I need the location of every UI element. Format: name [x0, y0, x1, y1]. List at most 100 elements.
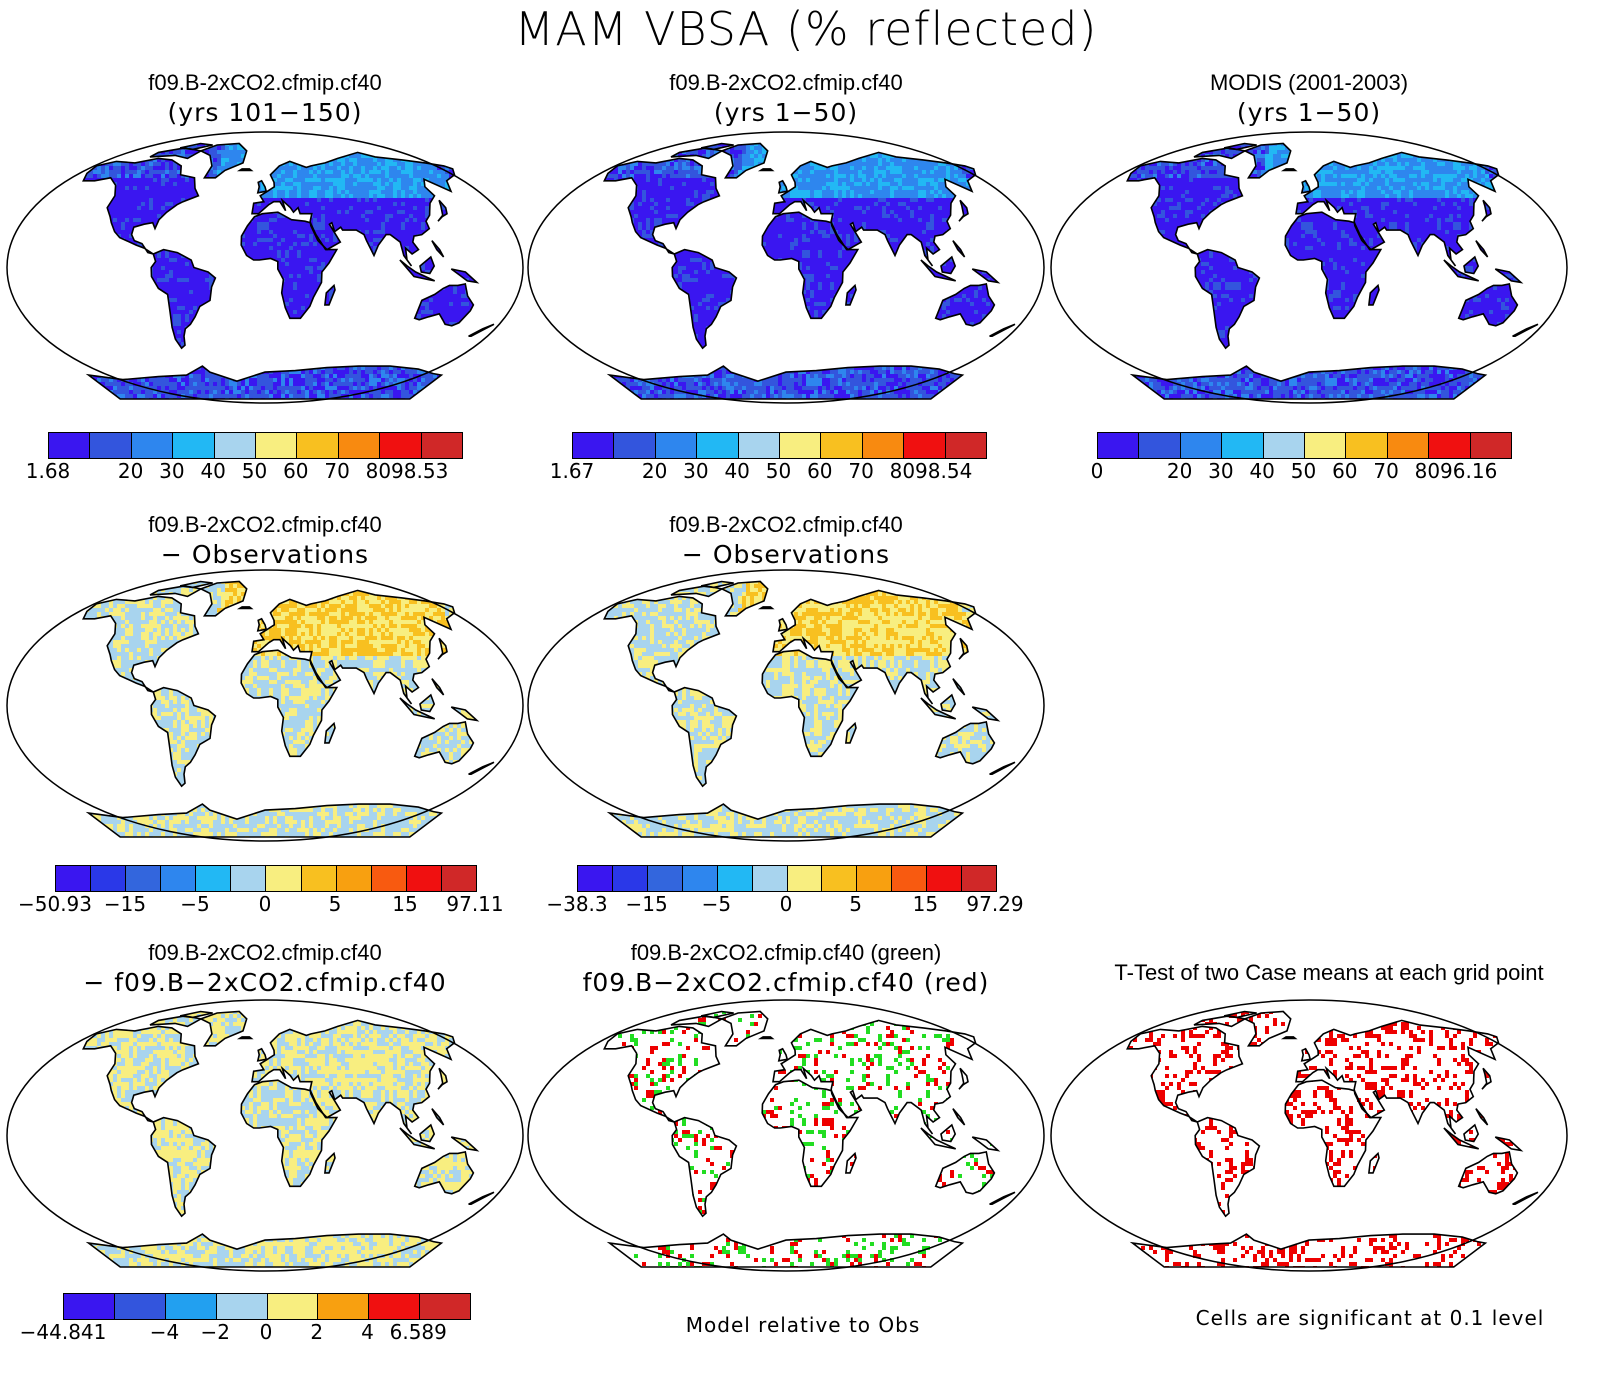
coastline	[671, 1116, 738, 1218]
coastline	[85, 365, 444, 400]
colorbar-swatch	[787, 866, 823, 891]
coastline	[1512, 323, 1539, 337]
coastline	[757, 1036, 775, 1040]
colorbar-swatch	[904, 433, 946, 458]
colorbar-swatch	[318, 1294, 370, 1319]
coastline	[450, 706, 480, 722]
coastline	[85, 1233, 444, 1268]
coastline	[971, 706, 1001, 722]
footer-ttest: Cells are significant at 0.1 level	[1160, 1306, 1580, 1330]
coastline	[777, 1047, 789, 1062]
coastline	[198, 1010, 248, 1047]
coastline	[1512, 1191, 1539, 1205]
coastline	[940, 693, 957, 713]
coastline	[437, 637, 448, 660]
coastline	[82, 1025, 200, 1123]
coastline	[1194, 248, 1261, 350]
colorbar-swatch	[131, 433, 174, 458]
coastline	[670, 585, 725, 598]
map-border	[1050, 131, 1568, 404]
coastline	[450, 1136, 480, 1152]
land-field	[83, 581, 494, 837]
coastline	[958, 637, 969, 660]
coastline	[603, 1025, 721, 1123]
coastline	[1126, 1025, 1244, 1123]
coastline	[179, 580, 213, 589]
colorbar-swatch	[231, 866, 267, 891]
panel-title-line2: (yrs 1−50)	[1049, 98, 1569, 127]
coastline	[179, 142, 213, 151]
coastline	[606, 1233, 965, 1268]
coastline	[606, 365, 965, 400]
map-border	[527, 131, 1045, 404]
coastline	[845, 283, 857, 306]
coastline	[1193, 147, 1248, 160]
coastline	[468, 1191, 495, 1205]
colorbar-swatch	[573, 433, 615, 458]
coastline	[236, 606, 254, 610]
coastline	[236, 1036, 254, 1040]
colorbar-swatch	[717, 866, 753, 891]
colorbar-swatch	[655, 433, 698, 458]
coastline	[989, 761, 1016, 775]
panel-title-line1: f09.B-2xCO2.cfmip.cf40 (green)	[526, 940, 1046, 966]
colorbar-swatch	[301, 866, 337, 891]
coastline	[1494, 268, 1524, 284]
coastline	[671, 248, 738, 350]
land-field	[604, 1011, 1015, 1267]
coastline	[671, 686, 738, 788]
coastline	[958, 1067, 969, 1090]
coastline	[952, 678, 966, 696]
coastline	[761, 211, 860, 320]
world-map	[527, 569, 1045, 842]
land-field	[604, 143, 1015, 399]
colorbar-tick-label: −4	[150, 1320, 179, 1344]
colorbar-tick-label: 80	[890, 459, 915, 483]
coastline	[1194, 1116, 1261, 1218]
colorbar-swatch	[90, 433, 132, 458]
colorbar-swatch	[862, 433, 905, 458]
coastline	[1481, 199, 1492, 222]
coastline	[1475, 1108, 1489, 1126]
colorbar-tick-label: 60	[807, 459, 832, 483]
coastline	[920, 1127, 957, 1150]
coastline	[603, 595, 721, 693]
world-map	[527, 131, 1045, 404]
colorbar-tick-label: 0	[259, 892, 272, 916]
coastline	[1443, 1127, 1480, 1150]
coastline	[82, 157, 200, 255]
colorbar-tick-label: 98.54	[915, 459, 972, 483]
colorbar-swatch	[857, 866, 893, 891]
coastline	[719, 580, 769, 617]
coastline	[719, 142, 769, 179]
colorbar-swatch	[1139, 433, 1181, 458]
colorbar-tick-label: −44.841	[20, 1320, 107, 1344]
colorbar-swatches	[577, 865, 997, 892]
colorbar-tick-label: −15	[104, 892, 146, 916]
colorbar-swatch	[406, 866, 442, 891]
colorbar-swatch	[126, 866, 162, 891]
colorbar-tick-label: 1.67	[550, 459, 595, 483]
colorbar-swatch	[1180, 433, 1223, 458]
coastline	[82, 595, 200, 693]
coastline	[419, 255, 436, 275]
coastline	[845, 1151, 857, 1174]
coastline	[150, 1116, 217, 1218]
colorbar-swatch	[1387, 433, 1430, 458]
coastline	[934, 1150, 996, 1195]
colorbar-swatch	[1346, 433, 1388, 458]
colorbar-swatch	[752, 866, 788, 891]
colorbar-tick-label: 98.53	[391, 459, 448, 483]
coastline	[1463, 1123, 1480, 1143]
world-map	[527, 999, 1045, 1272]
coastline	[468, 761, 495, 775]
colorbar-swatch	[336, 866, 372, 891]
coastline	[971, 1136, 1001, 1152]
coastline	[236, 168, 254, 172]
coastline	[845, 721, 857, 744]
colorbar-swatch	[256, 433, 298, 458]
coastline	[450, 268, 480, 284]
coastline	[1242, 1010, 1292, 1047]
coastline	[772, 1019, 977, 1135]
coastline	[777, 617, 789, 632]
